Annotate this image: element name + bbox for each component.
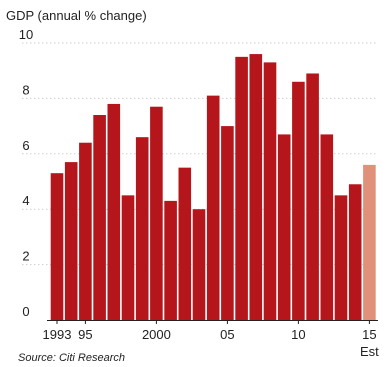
bar-2002	[178, 167, 192, 320]
bar-1998	[121, 195, 135, 320]
bar-2010	[292, 81, 305, 320]
x-axis-ticks: 1993 95 2000 05 10 15	[43, 320, 377, 342]
source-note: Source: Citi Research	[18, 352, 125, 364]
bar-2011	[306, 73, 319, 320]
bar-2013	[334, 195, 348, 320]
bar-2003	[192, 209, 206, 320]
bar-1994	[64, 162, 78, 320]
bar-2006	[235, 56, 248, 320]
bar-2001	[164, 200, 177, 320]
x-tick-label-2000: 2000	[142, 327, 171, 342]
bar-2007	[249, 54, 263, 321]
bar-2000	[150, 106, 163, 321]
y-axis-ticks: 0 2 4 6 8 10	[19, 27, 33, 319]
y-axis-label: GDP (annual % change)	[6, 8, 147, 23]
bar-2009	[277, 134, 291, 320]
bar-1999	[135, 137, 149, 320]
bar-2005	[221, 126, 234, 320]
bar-2015	[363, 164, 376, 320]
y-tick-label-8: 8	[22, 82, 29, 97]
bars	[50, 54, 376, 321]
bar-1993	[50, 173, 64, 320]
bar-2014	[348, 184, 362, 320]
x-tick-label-10: 10	[291, 327, 305, 342]
x-tick-label-05: 05	[220, 327, 234, 342]
y-tick-label-10: 10	[19, 27, 33, 42]
bar-2008	[263, 62, 277, 320]
bar-2004	[206, 95, 220, 320]
bar-2012	[320, 134, 334, 320]
x-tick-label-15: 15	[362, 327, 376, 342]
estimate-label: Est	[360, 344, 379, 359]
y-tick-label-4: 4	[22, 193, 29, 208]
bar-1996	[93, 115, 106, 321]
bar-1995	[79, 142, 92, 320]
bar-1997	[107, 103, 121, 320]
y-tick-label-0: 0	[22, 304, 29, 319]
y-tick-label-2: 2	[22, 249, 29, 264]
x-tick-label-95: 95	[78, 327, 92, 342]
x-tick-label-1993: 1993	[43, 327, 72, 342]
y-tick-label-6: 6	[22, 138, 29, 153]
